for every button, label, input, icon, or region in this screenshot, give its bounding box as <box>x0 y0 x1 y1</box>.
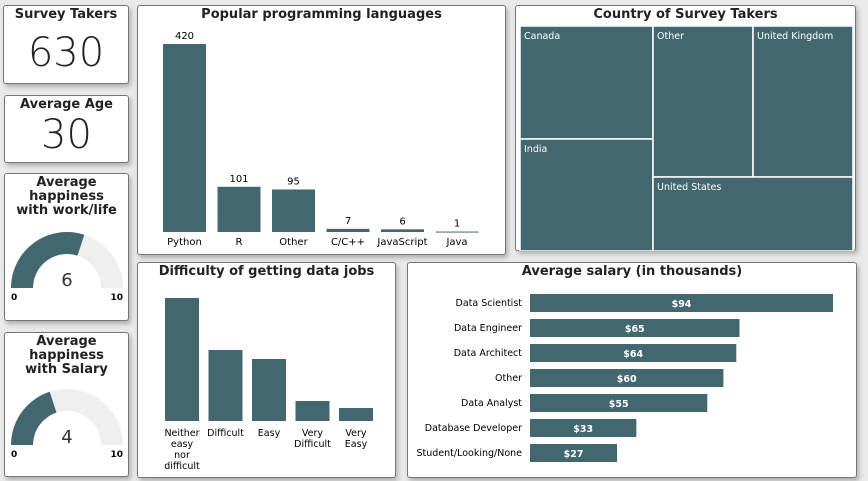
bar-other <box>272 189 315 232</box>
category-label: Data Analyst <box>461 398 522 409</box>
tile-label: United Kingdom <box>757 31 833 42</box>
tile-label: United States <box>657 182 721 193</box>
bar <box>530 369 724 387</box>
treemap-tile <box>652 176 854 251</box>
difficulty-chart: Difficulty of getting data jobs Neither e… <box>137 262 396 478</box>
salary-bars: $94 Data Scientist $65 Data Engineer $64 Data… <box>416 294 833 462</box>
gauge-card-salary: Average happiness with Salary 4 0 10 <box>4 332 129 477</box>
category-label: Data Engineer <box>454 323 522 334</box>
bar <box>252 359 286 421</box>
gauge-chart: 4 0 10 <box>11 389 123 460</box>
bar-python <box>163 44 206 232</box>
treemap-tile <box>519 138 654 251</box>
treemap: Canada India Other United Kingdom United Sta… <box>519 25 854 251</box>
category-label: Database Developer <box>425 423 522 434</box>
bar <box>530 319 740 337</box>
chart-title: Country of Survey Takers <box>593 7 778 22</box>
category-label: Student/Looking/None <box>416 448 522 459</box>
bar-java <box>435 231 479 233</box>
gauge-value: 4 <box>61 427 72 448</box>
gauge-min-label: 0 <box>11 450 17 460</box>
gauge-fill <box>11 391 57 445</box>
bar-cc <box>326 228 370 232</box>
category-label: Python <box>167 237 202 248</box>
gauge-fill <box>11 232 85 288</box>
country-treemap: Country of Survey Takers Canada India Othe… <box>515 5 856 251</box>
category-label: C/C++ <box>331 237 365 248</box>
card-value: 630 <box>27 30 105 76</box>
bar-r <box>217 186 261 232</box>
average-age-card: Average Age 30 <box>4 95 129 163</box>
data-label: $33 <box>573 424 593 435</box>
card-value: 30 <box>41 112 92 158</box>
bar <box>530 444 618 462</box>
category-label: JavaScript <box>376 237 427 248</box>
treemap-tile <box>519 25 654 140</box>
tile-label: India <box>524 144 547 155</box>
data-label: 1 <box>454 219 460 230</box>
chart-title: Popular programming languages <box>201 7 442 22</box>
data-label: 95 <box>287 176 300 187</box>
data-label: $94 <box>672 299 692 310</box>
bar <box>295 401 330 421</box>
tile-label: Other <box>657 31 684 42</box>
chart-title: Difficulty of getting data jobs <box>158 264 375 279</box>
bar <box>530 419 637 437</box>
data-label: 7 <box>345 216 351 227</box>
category-label: Neither easy nor difficult <box>164 428 200 472</box>
chart-title: Average salary (in thousands) <box>521 264 743 279</box>
card-title: Average Age <box>20 97 113 112</box>
gauge-max-label: 10 <box>110 293 123 303</box>
tile-label: Canada <box>524 31 560 42</box>
category-label: Data Architect <box>454 348 523 359</box>
data-label: $55 <box>609 399 629 410</box>
category-label: R <box>236 237 243 248</box>
languages-chart: Popular programming languages 420 Python 1… <box>137 5 506 255</box>
gauge-card-worklife: Average happiness with work/life 6 0 10 <box>4 173 129 321</box>
data-label: $64 <box>623 349 643 360</box>
salary-chart: Average salary (in thousands) $94 Data Sc… <box>407 262 857 478</box>
category-label: Data Scientist <box>456 298 523 309</box>
category-label: Java <box>445 237 467 248</box>
treemap-tile <box>752 25 854 178</box>
difficulty-bars: Neither easy nor difficult Difficult Easy Very… <box>164 298 373 472</box>
bar-javascript <box>381 229 424 232</box>
category-label: Difficult <box>207 428 244 439</box>
bar <box>165 298 199 421</box>
gauge-title: Average happiness with Salary <box>25 334 108 377</box>
bar <box>208 350 243 421</box>
gauge-chart: 6 0 10 <box>11 232 123 303</box>
data-label: 101 <box>229 174 248 185</box>
card-title: Survey Takers <box>14 7 118 22</box>
bar <box>530 294 833 312</box>
gauge-value: 6 <box>61 270 72 291</box>
category-label: Easy <box>258 428 281 439</box>
data-label: $65 <box>625 324 645 335</box>
category-label: Other <box>279 237 308 248</box>
data-label: 6 <box>399 216 405 227</box>
treemap-tile <box>652 25 754 178</box>
bar <box>530 394 708 412</box>
gauge-min-label: 0 <box>11 293 17 303</box>
bar <box>339 408 373 421</box>
data-label: 420 <box>175 31 194 42</box>
languages-bars: 420 Python 101 R 95 Other 7 C/C++ 6 JavaScript 1 Ja… <box>163 31 479 248</box>
category-label: Very Difficult <box>294 428 331 450</box>
gauge-title: Average happiness with work/life <box>16 175 117 218</box>
bar <box>530 344 737 362</box>
category-label: Other <box>495 373 522 384</box>
gauge-max-label: 10 <box>110 450 123 460</box>
data-label: $27 <box>564 449 584 460</box>
survey-takers-card: Survey Takers 630 <box>3 5 129 84</box>
data-label: $60 <box>617 374 637 385</box>
category-label: Very Easy <box>345 428 368 450</box>
